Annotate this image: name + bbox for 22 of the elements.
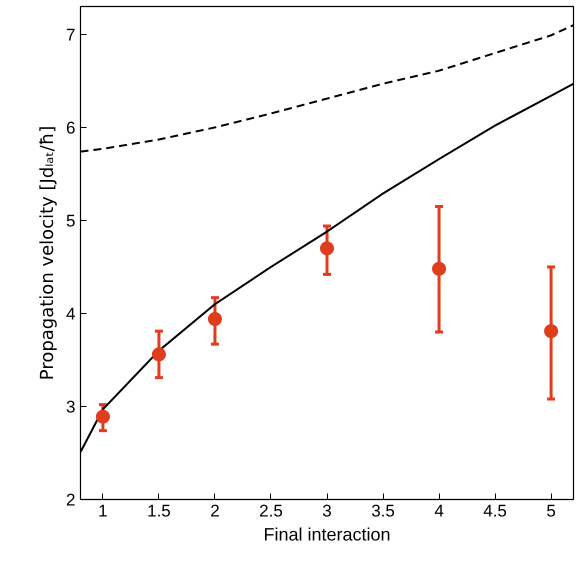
- x-tick-label: 2: [210, 502, 220, 520]
- x-tick-label: 4: [434, 502, 444, 520]
- x-tick-label: 2.5: [259, 502, 283, 520]
- y-tick-label: 5: [66, 211, 76, 230]
- y-axis-title: Propagation velocity [Jdₗₐₜ/ħ]: [37, 126, 58, 380]
- y-tick-label: 7: [66, 25, 76, 44]
- x-tick-label: 1: [98, 502, 108, 520]
- x-axis-title: Final interaction: [263, 524, 391, 544]
- point: [96, 410, 110, 424]
- point: [208, 312, 222, 326]
- y-tick-label: 3: [66, 397, 76, 416]
- y-tick-label: 6: [66, 118, 76, 138]
- x-tick-label: 3.5: [371, 502, 395, 520]
- y-tick-label: 4: [66, 304, 76, 324]
- x-tick-label: 1.5: [147, 502, 171, 520]
- point: [320, 241, 334, 256]
- point: [152, 347, 166, 362]
- x-tick-label: 3: [322, 502, 332, 520]
- x-tick-label: 5: [546, 502, 556, 520]
- point: [544, 324, 558, 338]
- x-tick-label: 4.5: [483, 502, 507, 520]
- point: [432, 262, 446, 276]
